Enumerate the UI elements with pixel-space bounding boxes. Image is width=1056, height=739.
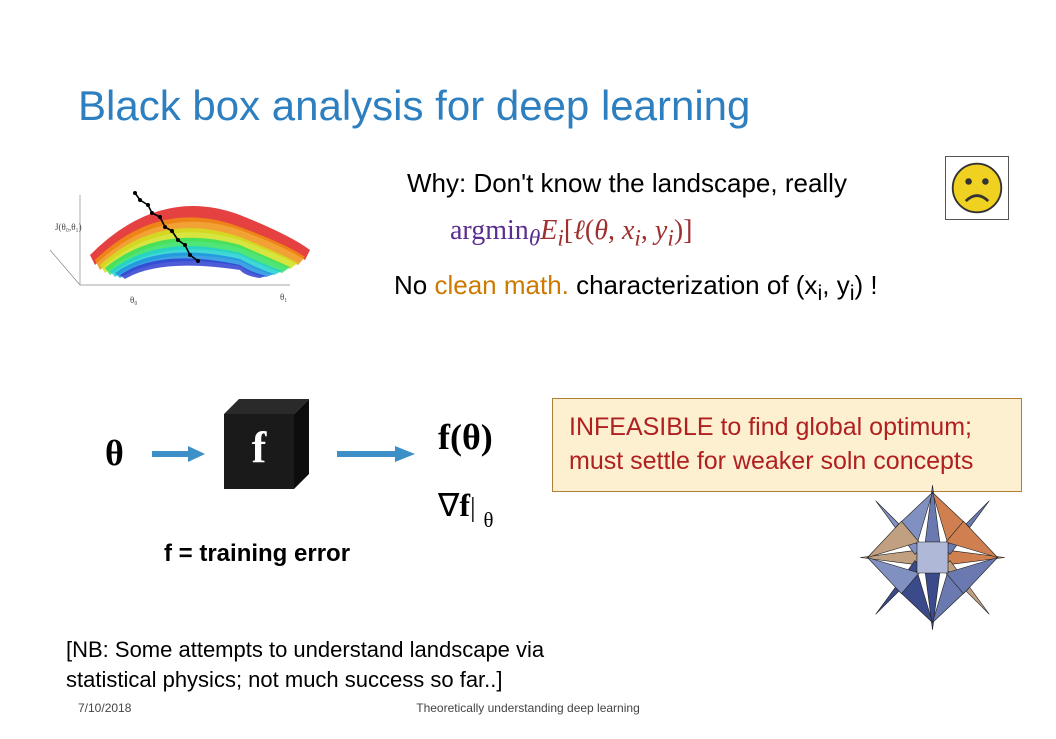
landscape-surface-plot: J(θ₀,θ₁) θ₀ θ₁ [40, 155, 340, 315]
no-clean-math-text: No clean math. characterization of (xi, … [394, 270, 878, 306]
svg-text:θ₀: θ₀ [130, 295, 137, 305]
nb-footnote: [NB: Some attempts to understand landsca… [66, 635, 626, 694]
svg-text:θ₁: θ₁ [280, 292, 287, 302]
slide-title: Black box analysis for deep learning [78, 82, 750, 130]
infeasible-callout: INFEASIBLE to find global optimum; must … [552, 398, 1022, 492]
svg-text:J(θ₀,θ₁): J(θ₀,θ₁) [55, 222, 82, 232]
why-text: Why: Don't know the landscape, really [407, 168, 847, 199]
stellated-polyhedron-icon [855, 480, 1010, 635]
svg-text:f: f [252, 423, 268, 472]
f-theta-output: f(θ) [438, 416, 493, 458]
gradient-output: ∇f| θ [438, 486, 493, 529]
footer-title: Theoretically understanding deep learnin… [416, 701, 639, 715]
output-arrow-icon [335, 444, 415, 464]
theta-input-label: θ [105, 432, 124, 474]
black-box-cube: f [209, 394, 319, 504]
argmin-formula: argminθEi[ℓ(θ, xi, yi)] [450, 215, 692, 253]
f-training-error-label: f = training error [164, 540, 350, 568]
sad-face-icon [945, 156, 1009, 220]
footer-date: 7/10/2018 [78, 701, 131, 715]
input-arrow-icon [150, 444, 205, 464]
